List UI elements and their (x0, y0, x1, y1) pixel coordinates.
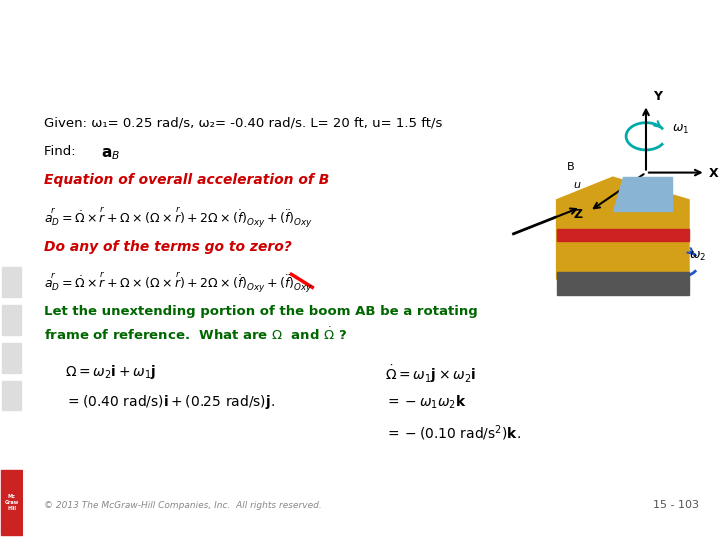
Text: Equation of overall acceleration of B: Equation of overall acceleration of B (44, 173, 329, 187)
Text: $\dot{\Omega} = \omega_1\mathbf{j} \times \omega_2\mathbf{i}$: $\dot{\Omega} = \omega_1\mathbf{j} \time… (385, 363, 477, 384)
Text: Group Problem Solving: Group Problem Solving (30, 58, 283, 77)
Text: u: u (573, 180, 580, 191)
Text: Given: ω₁= 0.25 rad/s, ω₂= -0.40 rad/s. L= 20 ft, u= 1.5 ft/s: Given: ω₁= 0.25 rad/s, ω₂= -0.40 rad/s. … (44, 117, 442, 130)
Text: Do any of the terms go to zero?: Do any of the terms go to zero? (44, 240, 292, 254)
Polygon shape (557, 230, 689, 241)
Text: $\mathbf{a}_B$: $\mathbf{a}_B$ (101, 146, 120, 161)
Text: Let the unextending portion of the boom AB be a rotating: Let the unextending portion of the boom … (44, 305, 477, 318)
Bar (2, 305, 21, 335)
Text: Mc
Graw
Hill: Mc Graw Hill (4, 494, 19, 510)
Text: © 2013 The McGraw-Hill Companies, Inc.  All rights reserved.: © 2013 The McGraw-Hill Companies, Inc. A… (44, 501, 322, 510)
Text: $= -\omega_1\omega_2\mathbf{k}$: $= -\omega_1\omega_2\mathbf{k}$ (385, 393, 467, 410)
Text: Z: Z (573, 208, 582, 221)
Text: $\omega_2$: $\omega_2$ (689, 250, 706, 263)
Text: $\omega_1$: $\omega_1$ (672, 123, 690, 136)
Bar (2, 381, 21, 410)
Text: $\overset{r}{a_D} = \dot{\Omega}\times\overset{r}{r} + \Omega\times(\Omega\times: $\overset{r}{a_D} = \dot{\Omega}\times\o… (44, 270, 313, 294)
Text: Y: Y (652, 90, 662, 103)
Bar (2, 267, 21, 297)
Text: A: A (626, 178, 634, 188)
Text: $= (0.40\ \mathrm{rad/s})\mathbf{i} + (0.25\ \mathrm{rad/s})\mathbf{j}.$: $= (0.40\ \mathrm{rad/s})\mathbf{i} + (0… (65, 393, 275, 411)
Text: $\Omega = \omega_2\mathbf{i} + \omega_1\mathbf{j}$: $\Omega = \omega_2\mathbf{i} + \omega_1\… (65, 363, 156, 381)
Text: $\overset{r}{a_D} = \dot{\Omega}\times\overset{r}{r} + \Omega\times(\Omega\times: $\overset{r}{a_D} = \dot{\Omega}\times\o… (44, 205, 313, 229)
Text: Find:: Find: (44, 145, 84, 158)
Text: $30°$: $30°$ (557, 228, 577, 240)
Text: Vector Mechanics for Engineers: Dynamics: Vector Mechanics for Engineers: Dynamics (30, 13, 598, 37)
Polygon shape (557, 272, 689, 295)
Polygon shape (613, 177, 672, 211)
Text: 15 - 103: 15 - 103 (653, 500, 699, 510)
Text: X: X (709, 167, 719, 180)
Bar (1, 470, 22, 535)
Polygon shape (557, 177, 689, 279)
Text: frame of reference.  What are $\Omega$  and $\dot{\Omega}$ ?: frame of reference. What are $\Omega$ an… (44, 326, 347, 343)
Text: B: B (567, 163, 574, 172)
Text: $= -(0.10\ \mathrm{rad/s}^2)\mathbf{k}.$: $= -(0.10\ \mathrm{rad/s}^2)\mathbf{k}.$ (385, 423, 521, 443)
Bar (2, 343, 21, 373)
